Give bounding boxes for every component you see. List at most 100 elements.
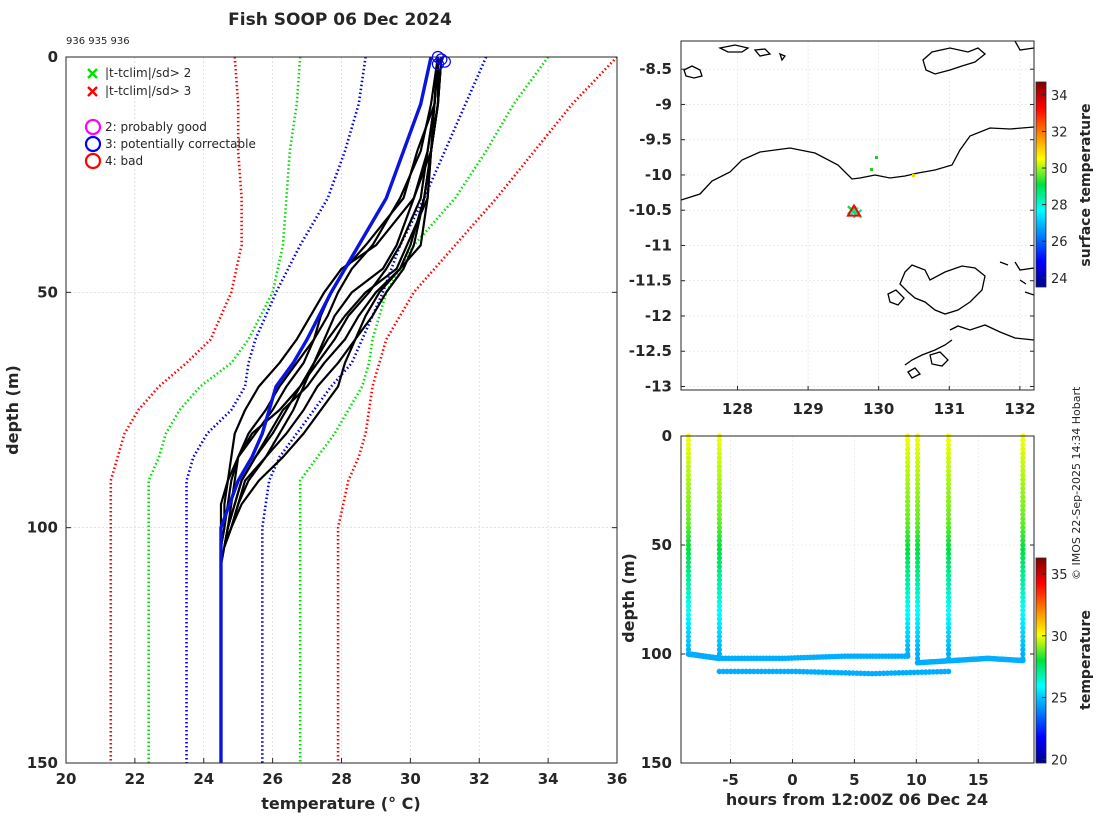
cast-point [1020,529,1026,535]
cast-point [945,446,952,452]
cast-point [685,498,692,504]
time-depth-grid [681,435,1034,764]
cast-point [905,559,911,566]
temperature-colorbar [1035,557,1047,764]
cast-point [905,551,911,557]
cast-point [945,559,952,566]
cast-point [716,555,722,561]
cast-point [685,542,692,548]
platform-ids: 936 935 936 [66,36,130,47]
cast-point [685,612,692,618]
cast-point [685,625,692,631]
cast-point [914,472,921,478]
cast-point [914,468,921,474]
cast-point [685,485,692,491]
cast-point [1020,577,1026,583]
cast-point [1020,481,1026,487]
cast-point [914,625,921,631]
legend-circle-marker [84,152,102,170]
time-depth-panel: -5 0 5 10 15 0 50 100 150 hours from 12:00Z 06 … [619,427,1094,809]
map-dot [875,156,878,159]
cast-point [945,607,952,614]
profile-x-tick-label: 24 [193,770,214,788]
cast-point [914,503,921,509]
cast-point [914,633,921,640]
cast-point [945,599,952,605]
cast-point [945,450,952,457]
cast-point [716,455,722,461]
time-depth-x-tick-label: 10 [906,771,927,789]
cast-point [914,651,921,657]
map-x-tick-label: 130 [863,400,894,418]
map-y-tick-label: -13 [645,377,672,395]
cast-point [1020,638,1026,644]
profile-ylabel: depth (m) [3,365,22,455]
cast-point [914,477,921,483]
tow-point [945,668,952,675]
cast-point [914,638,921,644]
cast-point [914,450,921,457]
cast-point [914,542,921,548]
cast-point [716,577,722,583]
cast-point [716,494,722,500]
cast-point [905,494,911,500]
map-colorbar-tick-label: 32 [1051,125,1068,140]
cast-point [685,607,692,614]
cast-point [716,538,722,544]
cast-point [905,442,911,448]
map-x-tick-label: 131 [934,400,965,418]
cast-point [1020,612,1026,618]
cast-point [945,651,952,657]
cast-point [905,437,911,443]
cast-point [945,625,952,631]
coastline-timor [681,126,1034,201]
cast-point [905,586,911,592]
cast-point [685,594,692,600]
cast-point [1020,586,1026,592]
cast-point [1020,524,1026,531]
cast-point [716,516,722,522]
cast-point [685,463,692,470]
cast-point [716,472,722,478]
cast-point [716,481,722,487]
coastline-tiwi-islands [887,264,986,315]
cast-point [1020,633,1026,640]
cast-point [1020,516,1026,522]
cast-point [905,520,911,526]
cast-point [905,490,911,496]
cast-point [716,485,722,491]
cast-point [685,511,692,518]
climatology-mean-line [219,56,433,763]
cast-point [1020,511,1026,518]
cast-point [1020,477,1026,483]
cast-point [716,546,722,552]
cast-point [685,633,692,640]
cast-point [945,568,952,574]
time-depth-x-ticks: -5 0 5 10 15 [722,759,989,789]
cast-point [914,485,921,491]
cast-point [914,572,921,579]
cast-point [914,459,921,465]
cast-point [905,503,911,509]
time-depth-xlabel: hours from 12:00Z 06 Dec 24 [726,790,988,809]
cast-point [945,494,952,500]
profile-xlabel: temperature (° C) [261,794,420,813]
profile-y-tick-label: 150 [27,754,58,772]
cast-point [905,647,911,653]
cast-point [905,538,911,544]
cast-point [685,620,692,627]
cast-point [716,503,722,509]
time-depth-y-tick-label: 150 [641,754,672,772]
cast-point [685,577,692,583]
cast-point [716,612,722,618]
cast-point [685,533,692,539]
cast-point [1020,620,1026,627]
time-depth-x-tick-label: 15 [968,771,989,789]
cast-point [716,642,722,648]
cast-point [914,607,921,614]
cast-point [716,533,722,539]
cast-point [1020,455,1026,461]
cast-point [945,555,952,561]
map-points [846,203,863,219]
